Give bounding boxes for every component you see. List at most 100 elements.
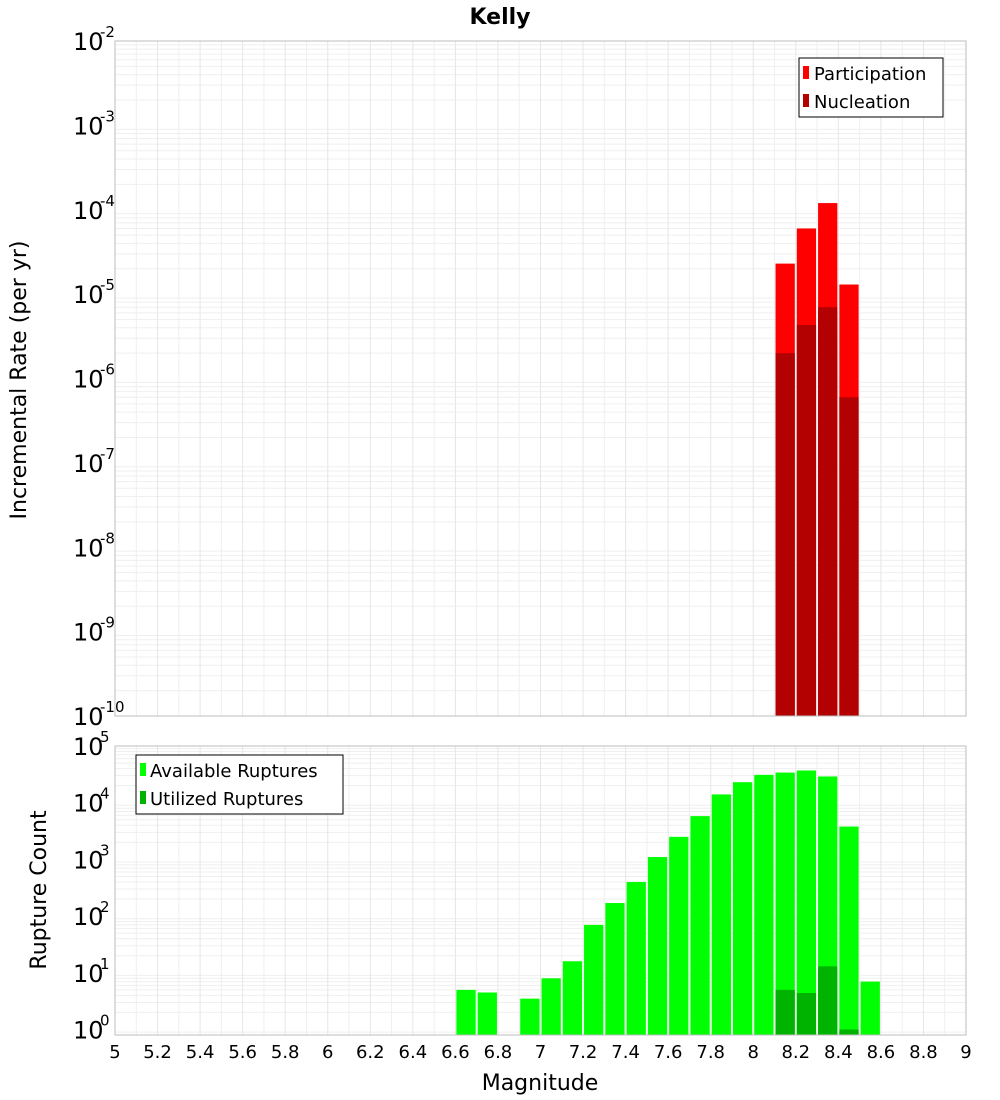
bottom-bar-available-ruptures	[711, 794, 731, 1035]
bottom-bar-available-ruptures	[605, 903, 625, 1035]
y-tick-base: 10	[73, 534, 104, 562]
y-tick-exponent: -5	[100, 276, 115, 294]
top-y-tick: 10-3	[73, 107, 115, 140]
top-y-tick: 10-5	[73, 276, 115, 309]
y-tick-base: 10	[73, 28, 104, 56]
bottom-bar-available-ruptures	[839, 826, 859, 1035]
y-tick-exponent: -6	[100, 361, 115, 379]
y-tick-exponent: -9	[100, 614, 115, 632]
x-tick-label: 5.4	[186, 1042, 215, 1063]
y-tick-exponent: -4	[100, 192, 115, 210]
x-axis-label: Magnitude	[482, 1071, 599, 1096]
x-tick-label: 5	[109, 1042, 120, 1063]
y-tick-exponent: -10	[100, 698, 125, 716]
x-tick-label: 8.8	[909, 1042, 938, 1063]
y-tick-exponent: 5	[100, 728, 110, 746]
x-tick-label: 7.8	[696, 1042, 725, 1063]
legend-swatch-available	[140, 763, 146, 776]
x-tick-label: 5.8	[271, 1042, 300, 1063]
bottom-bar-available-ruptures	[647, 857, 668, 1035]
x-tick-label: 8.6	[867, 1042, 896, 1063]
x-tick-label: 6	[322, 1042, 333, 1063]
bottom-bar-available-ruptures	[541, 978, 561, 1035]
y-tick-base: 10	[73, 790, 104, 818]
top-y-tick-labels: 10-210-310-410-510-610-710-810-910-10	[73, 23, 125, 731]
legend-label-available: Available Ruptures	[150, 761, 318, 782]
top-plot-frame	[114, 40, 967, 717]
x-tick-label: 8.2	[781, 1042, 810, 1063]
y-tick-base: 10	[73, 903, 104, 931]
bottom-bar-available-ruptures	[456, 989, 476, 1035]
y-tick-base: 10	[73, 281, 104, 309]
top-plot-bars	[775, 203, 859, 716]
bottom-bar-available-ruptures	[860, 981, 880, 1035]
top-bar-nucleation	[839, 397, 859, 716]
bottom-y-tick: 101	[73, 955, 110, 988]
top-y-tick: 10-8	[73, 529, 115, 562]
y-tick-base: 10	[73, 703, 104, 731]
x-tick-labels: 5 5.2 5.4 5.6 5.8 6 6.2 6.4 6.6 6.8 7 7.2 7.4 7.6 7.8 8…	[109, 1042, 971, 1063]
bottom-y-tick: 105	[73, 728, 110, 761]
bottom-bar-utilized-ruptures	[839, 1029, 859, 1035]
bottom-bar-available-ruptures	[520, 998, 540, 1035]
bottom-y-axis-label: Rupture Count	[27, 810, 52, 970]
bottom-bar-available-ruptures	[584, 924, 604, 1035]
top-bar-nucleation	[775, 353, 795, 716]
legend-swatch-participation	[803, 66, 809, 79]
x-tick-label: 8.4	[824, 1042, 853, 1063]
bottom-y-tick: 104	[73, 785, 110, 818]
bottom-bar-available-ruptures	[562, 961, 583, 1035]
y-tick-base: 10	[73, 1017, 104, 1045]
y-tick-base: 10	[73, 960, 104, 988]
top-bar-nucleation	[796, 325, 817, 716]
y-tick-base: 10	[73, 197, 104, 225]
y-tick-base: 10	[73, 733, 104, 761]
bottom-legend: Available Ruptures Utilized Ruptures	[135, 754, 344, 815]
bottom-plot-frame	[114, 745, 967, 1036]
legend-label-utilized: Utilized Ruptures	[150, 789, 303, 810]
top-legend: Participation Nucleation	[798, 57, 944, 118]
y-tick-exponent: 4	[100, 785, 110, 803]
x-tick-label: 7	[535, 1042, 546, 1063]
bottom-bar-available-ruptures	[732, 782, 753, 1035]
x-tick-label: 6.8	[484, 1042, 513, 1063]
legend-swatch-utilized	[140, 791, 146, 804]
x-tick-label: 6.6	[441, 1042, 470, 1063]
top-y-tick: 10-9	[73, 614, 115, 647]
y-tick-base: 10	[73, 450, 104, 478]
top-y-tick: 10-6	[73, 361, 115, 394]
y-tick-exponent: 0	[100, 1012, 110, 1030]
bottom-bar-available-ruptures	[626, 881, 646, 1035]
y-tick-exponent: -8	[100, 529, 115, 547]
bottom-bar-available-ruptures	[775, 772, 795, 1035]
x-tick-label: 7.2	[569, 1042, 598, 1063]
bottom-bar-utilized-ruptures	[775, 989, 795, 1035]
bottom-bar-available-ruptures	[796, 770, 817, 1035]
y-tick-exponent: -3	[100, 107, 115, 125]
x-tick-label: 6.4	[399, 1042, 428, 1063]
top-plot-grid	[114, 41, 967, 716]
bottom-bar-available-ruptures	[754, 774, 774, 1035]
y-tick-base: 10	[73, 619, 104, 647]
top-y-tick: 10-4	[73, 192, 115, 225]
bottom-y-tick: 103	[73, 841, 110, 874]
y-tick-base: 10	[73, 112, 104, 140]
y-tick-exponent: 1	[100, 955, 110, 973]
legend-label-nucleation: Nucleation	[814, 92, 910, 113]
top-y-tick: 10-7	[73, 445, 115, 478]
bottom-y-tick: 102	[73, 898, 110, 931]
x-tick-label: 7.4	[611, 1042, 640, 1063]
y-tick-exponent: 3	[100, 841, 110, 859]
x-tick-label: 9	[960, 1042, 971, 1063]
y-tick-base: 10	[73, 846, 104, 874]
x-tick-label: 8	[748, 1042, 759, 1063]
chart-title: Kelly	[469, 5, 530, 30]
bottom-bar-available-ruptures	[690, 816, 710, 1035]
bottom-bar-available-ruptures	[669, 836, 689, 1035]
y-tick-exponent: 2	[100, 898, 110, 916]
top-y-tick: 10-10	[73, 698, 125, 731]
bottom-bar-utilized-ruptures	[796, 993, 817, 1035]
legend-label-participation: Participation	[814, 64, 926, 85]
x-tick-label: 7.6	[654, 1042, 683, 1063]
